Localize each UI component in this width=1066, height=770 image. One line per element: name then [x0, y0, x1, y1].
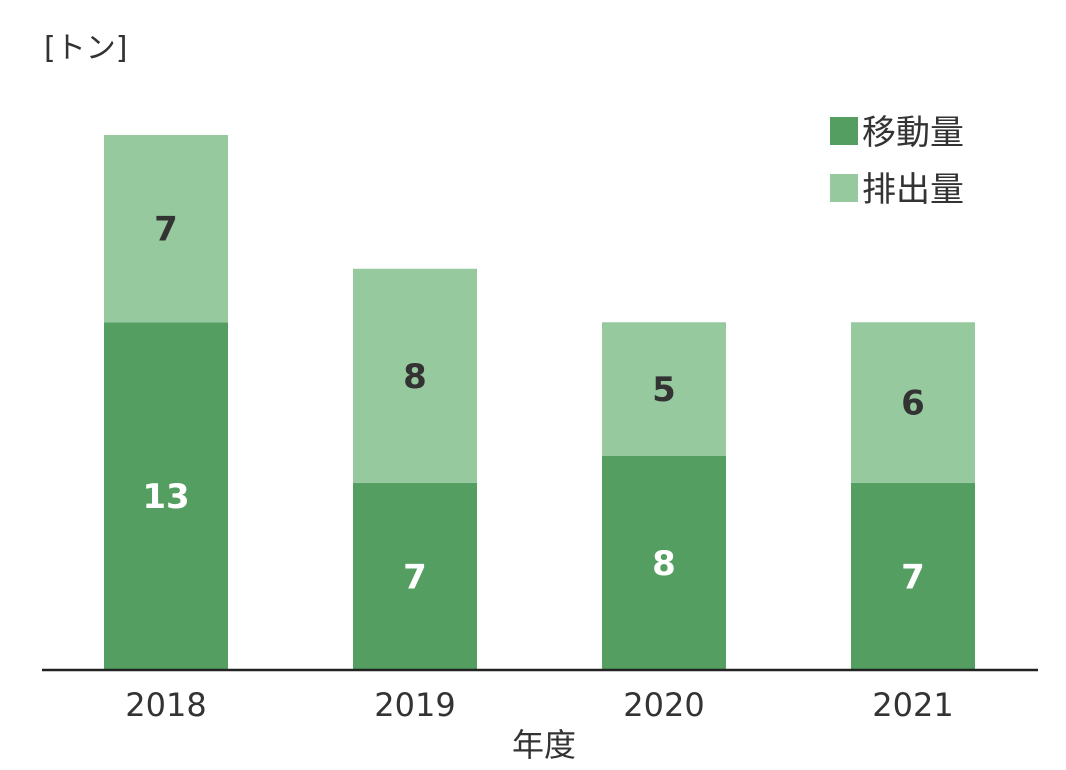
bar-segment-transfer-2020: [602, 456, 726, 670]
x-tick-label-2018: 2018: [125, 686, 206, 724]
bar-segment-transfer-2021: [851, 482, 975, 670]
unit-label: [トン]: [44, 31, 127, 66]
bar-segment-release-2018: [104, 135, 228, 323]
legend-swatch-release: [830, 174, 858, 202]
bar-segment-transfer-2019: [353, 482, 477, 670]
legend-swatch-transfer: [830, 117, 858, 145]
bars-group: [104, 135, 975, 670]
x-tick-label-2019: 2019: [374, 686, 455, 724]
data-label-transfer-2021: 7: [901, 557, 925, 597]
data-label-transfer-2018: 13: [142, 477, 189, 517]
x-tick-labels-group: 2018 2019 2020 2021: [125, 686, 953, 724]
data-label-release-2020: 5: [652, 370, 676, 410]
bar-segment-release-2020: [602, 322, 726, 456]
legend-label-transfer: 移動量: [862, 113, 964, 153]
data-label-release-2018: 7: [154, 210, 178, 250]
data-label-release-2021: 6: [901, 384, 925, 424]
bar-segment-transfer-2018: [104, 322, 228, 670]
data-label-release-2019: 8: [403, 357, 427, 397]
data-label-transfer-2019: 7: [403, 557, 427, 597]
x-axis-title: 年度: [512, 726, 576, 764]
bar-segment-release-2019: [353, 268, 477, 483]
x-tick-label-2020: 2020: [623, 686, 704, 724]
legend-label-release: 排出量: [862, 170, 964, 210]
bar-segment-release-2021: [851, 322, 975, 483]
x-tick-label-2021: 2021: [872, 686, 953, 724]
value-labels-group: 13 7 7 8 8 5 7 6: [142, 210, 925, 598]
data-label-transfer-2020: 8: [652, 544, 676, 584]
